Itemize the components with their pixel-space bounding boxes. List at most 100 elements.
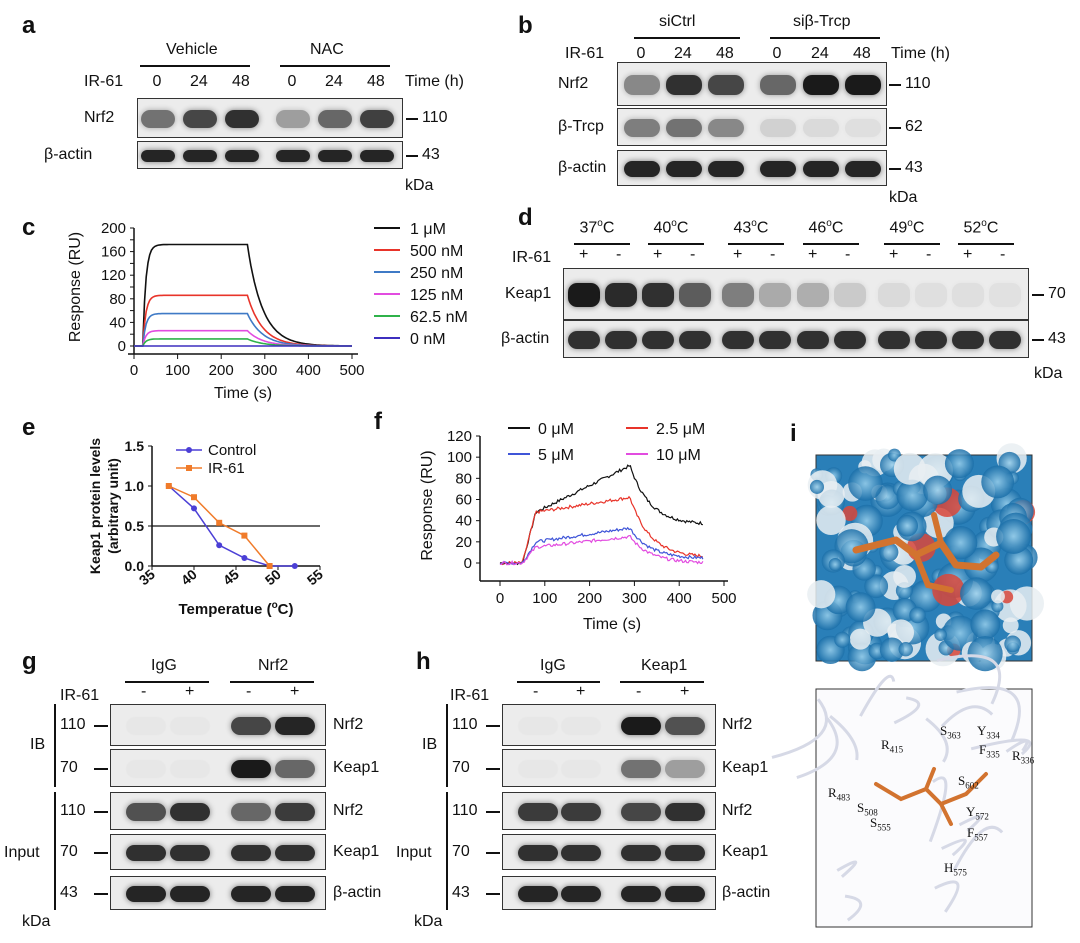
panel-d-sign: -: [770, 246, 776, 263]
panel-e-point: [266, 563, 273, 569]
panel-a-dose: 24: [325, 73, 343, 90]
panel-i-surface-atom: [944, 449, 974, 479]
panel-d-blot-1: [563, 320, 1029, 358]
panel-d-mw: 43: [1048, 330, 1066, 347]
panel-d-blot-1-band: [834, 331, 866, 349]
panel-g-input-mw-tick: [94, 811, 108, 813]
panel-i-residue-number: 555: [877, 822, 891, 833]
panel-g-ib-mw-tick: [94, 768, 108, 770]
panel-d-row-label: Keap1: [505, 285, 552, 302]
panel-h-ib-blot-1-band: [621, 760, 661, 778]
panel-b-dose: 24: [674, 45, 692, 62]
panel-g-input-mw: 70: [60, 843, 78, 860]
panel-e-ytick-label: 0.0: [125, 558, 145, 574]
panel-i-backbone: [934, 880, 960, 913]
panel-i-surface-atom: [960, 577, 993, 610]
panel-d-kda: kDa: [1034, 365, 1063, 382]
panel-d-temp-bar: [727, 243, 784, 245]
panel-i-surface-atom: [1004, 635, 1022, 653]
panel-e-legend-label: Control: [208, 442, 256, 459]
panel-d-blot-0-band: [642, 283, 674, 307]
panel-b-row-label: β-Trcp: [558, 118, 604, 135]
panel-i-surface-atom: [981, 465, 1015, 499]
panel-i-backbone: [829, 715, 859, 761]
panel-d-temp: 37oC: [579, 218, 615, 237]
panel-i-surface-atom: [842, 505, 858, 521]
panel-i-surface-atom: [970, 609, 1001, 640]
panel-h-input-blot-1-band: [518, 844, 558, 862]
panel-f-ytick-label: 60: [455, 492, 472, 509]
panel-i-residue-number: 336: [1020, 755, 1035, 766]
panel-i-residue-number: 575: [953, 867, 967, 878]
panel-d-temp: 52oC: [963, 218, 999, 237]
panel-g-input-blot-0-band: [126, 803, 166, 821]
panel-a-mw-tick: [406, 155, 418, 157]
panel-b-kda: kDa: [889, 189, 918, 206]
panel-b-blot-0-band: [845, 75, 881, 95]
panel-h-sign: +: [680, 683, 690, 700]
panel-b-blot-2-band: [708, 160, 744, 178]
panel-d-sign: -: [926, 246, 932, 263]
panel-b-blot-2-band: [666, 160, 702, 178]
panel-i-residue: Y572: [966, 804, 989, 822]
panel-c-xtick-label: 400: [296, 362, 321, 379]
panel-i-surface-atom: [828, 558, 842, 571]
panel-d-sign: +: [653, 246, 663, 263]
panel-i-residue-number: 363: [947, 730, 961, 741]
panel-g-ib-mw: 70: [60, 759, 78, 776]
panel-i-surface-atom: [809, 479, 825, 494]
panel-d-temp: 49oC: [889, 218, 925, 237]
panel-c-ytick-label: 200: [101, 220, 126, 237]
panel-g-group-bar: [125, 681, 209, 683]
panel-e-xlabel-sup: o: [272, 600, 278, 611]
panel-i-diagram-ligand: [874, 772, 988, 807]
panel-i-surface-atom: [898, 641, 913, 657]
panel-d-blot-0-band: [952, 283, 984, 307]
panel-h-ib-mw-tick: [486, 768, 500, 770]
panel-i-backbone: [956, 686, 1021, 742]
panel-h-input-blot-0: [502, 792, 716, 830]
panel-i-surface-atom: [1002, 617, 1019, 634]
panel-h-input-blot-2-band: [621, 886, 661, 902]
panel-h-input-blot-0-band: [518, 803, 558, 821]
panel-b-blot-1-band: [624, 119, 660, 137]
panel-d-blot-0-band: [722, 283, 754, 307]
panel-h-letter: h: [416, 648, 431, 675]
panel-i-diagram-bg: [815, 688, 1033, 928]
panel-g-ib-label: IB: [30, 736, 46, 753]
panel-h-group-igg: IgG: [540, 657, 566, 674]
panel-e-xlabel: Temperatue (oC): [178, 600, 293, 618]
panel-g-ib-mw-tick: [94, 725, 108, 727]
panel-g-input-mw: 43: [60, 884, 78, 901]
panel-c-legend-label: 125 nM: [410, 287, 463, 304]
panel-b-dose: 24: [811, 45, 829, 62]
panel-d-blot-0-band: [915, 283, 947, 307]
panel-b-group-bar: [770, 37, 880, 39]
panel-a-group-bar: [140, 65, 250, 67]
panel-b-mw-tick: [889, 168, 901, 170]
panel-c-legend-label: 1 μM: [410, 221, 446, 238]
panel-h-input-mw: 110: [452, 802, 478, 819]
panel-e-xlabel-main: Temperatue (: [178, 601, 271, 618]
panel-i-residue-number: 415: [889, 744, 904, 755]
panel-b-blot-2-band: [803, 160, 839, 178]
panel-b-blot-0-band: [803, 75, 839, 95]
panel-b-blot-0-band: [760, 75, 796, 95]
panel-i-backbone: [796, 717, 839, 780]
panel-d-blot-1-band: [605, 331, 637, 349]
panel-a-blot-0-band: [183, 110, 217, 128]
panel-d-sign: +: [808, 246, 818, 263]
panel-a-blot-0-band: [318, 110, 352, 128]
panel-b-letter: b: [518, 12, 533, 39]
panel-g-sign: +: [290, 683, 300, 700]
panel-h-group-target: Keap1: [641, 657, 688, 674]
panel-b-mw-tick: [889, 127, 901, 129]
panel-d-temp-unit-c: C: [986, 219, 999, 237]
panel-d-sign: -: [690, 246, 696, 263]
panel-f-ylabel: Response (RU): [419, 450, 436, 560]
panel-i-diagram-ligand-branch: [924, 767, 953, 826]
panel-i-surface-atom: [991, 600, 1004, 613]
panel-h-input-blot-2: [502, 876, 716, 910]
panel-d-temp-unit: o: [826, 218, 832, 229]
